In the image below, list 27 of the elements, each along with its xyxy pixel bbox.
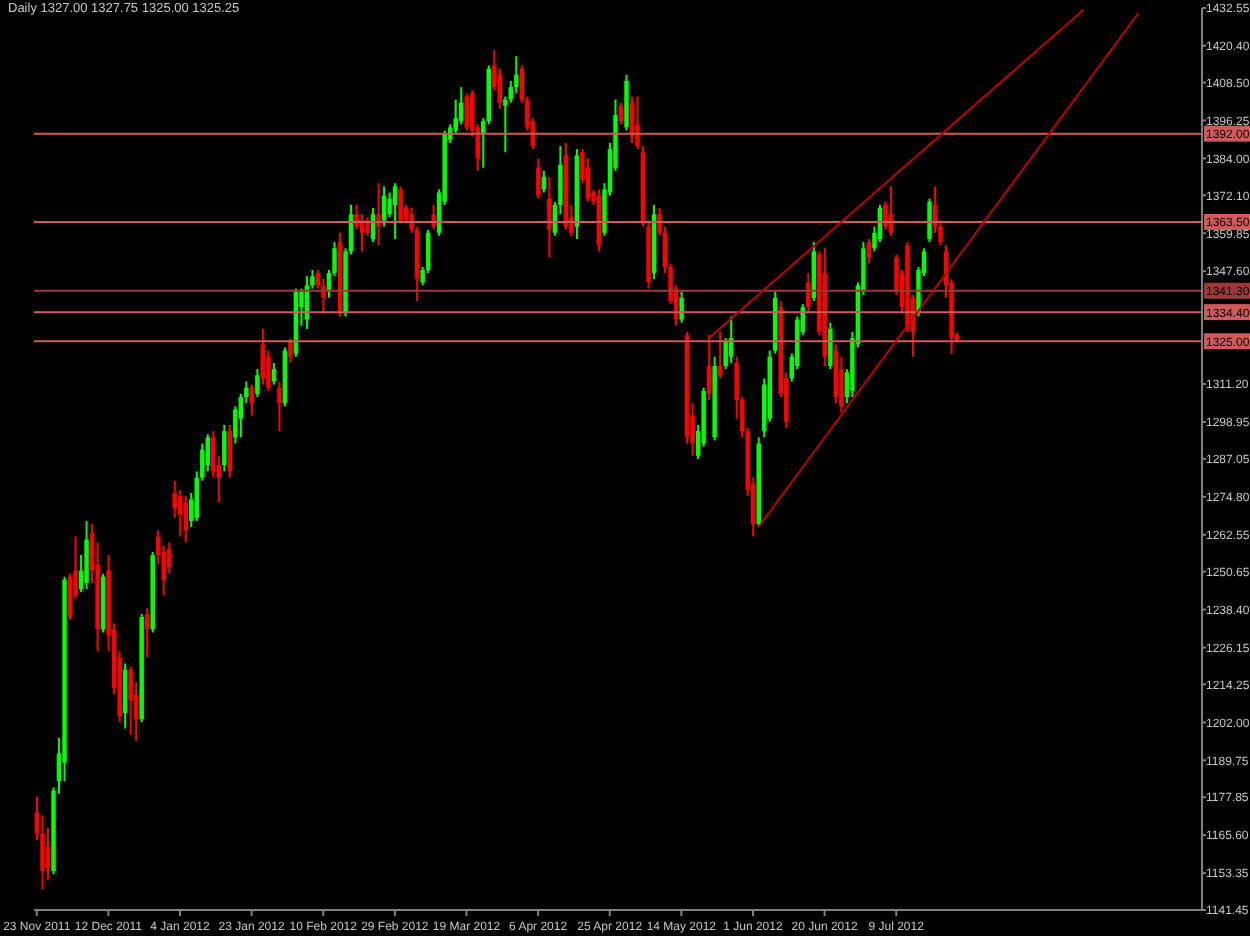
candlestick bbox=[679, 290, 684, 324]
candlestick bbox=[288, 337, 293, 364]
candlestick bbox=[464, 92, 469, 132]
candlestick bbox=[255, 368, 260, 399]
candlestick bbox=[398, 185, 403, 225]
candlestick bbox=[866, 238, 872, 265]
candlestick bbox=[365, 216, 370, 237]
candlestick bbox=[431, 203, 436, 231]
candlestick bbox=[376, 182, 381, 247]
candlestick bbox=[927, 197, 932, 244]
candlestick bbox=[178, 488, 183, 538]
candlestick bbox=[84, 519, 89, 591]
candlestick bbox=[706, 334, 712, 402]
candlestick bbox=[205, 433, 211, 473]
candlestick bbox=[271, 361, 277, 386]
candlestick bbox=[514, 55, 519, 95]
candlestick bbox=[624, 73, 629, 132]
candlestick bbox=[547, 176, 552, 259]
candlestick bbox=[321, 278, 326, 315]
candlestick bbox=[128, 665, 133, 736]
candlestick bbox=[536, 157, 541, 200]
candlestick bbox=[392, 182, 398, 240]
candlestick bbox=[183, 495, 188, 544]
candlestick bbox=[277, 380, 282, 433]
candlestick bbox=[806, 272, 811, 315]
candlestick bbox=[222, 423, 227, 473]
candlestick bbox=[828, 321, 833, 371]
